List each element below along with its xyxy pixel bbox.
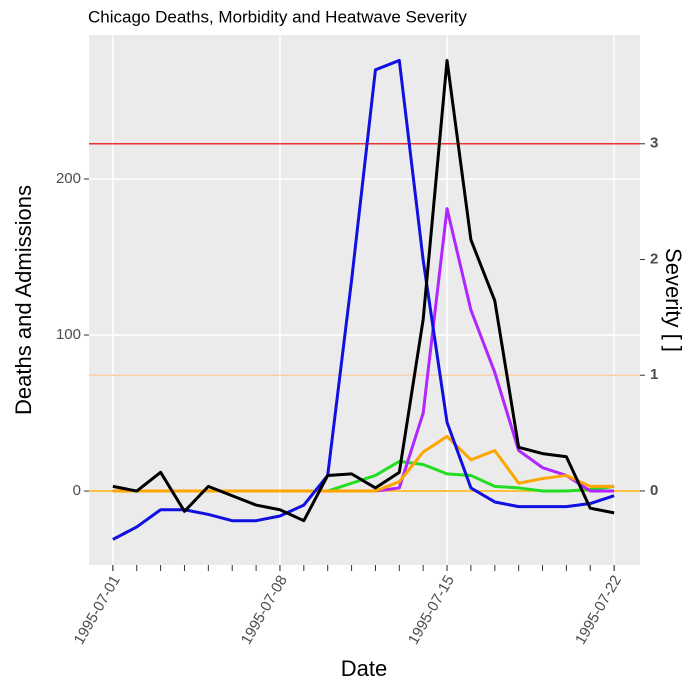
series-line [112,434,615,493]
y-tick-label: 0 [73,482,81,499]
y2-axis-label: Severity [ ] [661,248,686,352]
y-tick-label: 200 [56,170,81,187]
series-line [112,58,615,523]
x-tick-label: 1995-07-01 [71,572,124,647]
y2-tick-label: 3 [650,135,658,152]
x-tick-label: 1995-07-22 [572,572,625,647]
y2-tick-label: 2 [650,250,658,267]
plot-background [89,35,640,565]
x-tick-label: 1995-07-08 [238,572,291,647]
series-line [112,58,615,541]
x-axis-label: Date [341,656,387,681]
y2-tick-label: 0 [650,482,658,499]
y2-tick-label: 1 [650,366,658,383]
x-tick-label: 1995-07-15 [405,572,458,647]
y-axis-label: Deaths and Admissions [11,185,36,415]
y-tick-label: 100 [56,326,81,343]
chart-title: Chicago Deaths, Morbidity and Heatwave S… [88,7,467,26]
